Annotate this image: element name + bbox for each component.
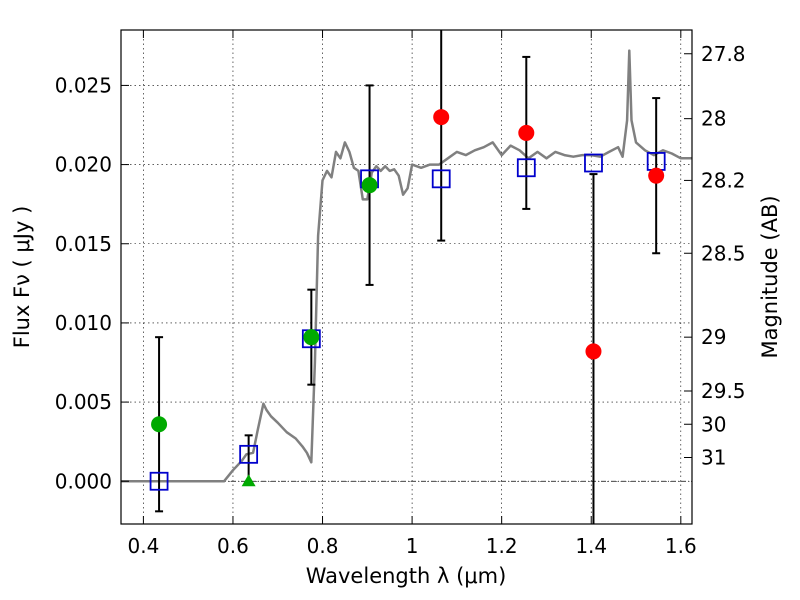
model-photometry-square <box>584 153 603 173</box>
y-tick-label: 0.025 <box>55 73 112 97</box>
y2-tick-label: 30 <box>701 412 726 436</box>
model-spectrum-line <box>121 49 692 483</box>
model-photometry-points <box>149 152 666 491</box>
y2-tick-label: 28.5 <box>701 241 746 265</box>
y-tick-label: 0.020 <box>55 153 112 177</box>
y2-tick-label: 28 <box>701 107 726 131</box>
observed-point-red <box>433 109 450 126</box>
x-tick-label: 0.6 <box>217 534 249 558</box>
y2-tick-label: 29.5 <box>701 379 746 403</box>
x-tick-label: 1.2 <box>486 534 518 558</box>
model-photometry-square <box>516 158 536 178</box>
x-axis-title: Wavelength λ (μm) <box>306 564 507 588</box>
y-tick-label: 0.005 <box>55 390 112 414</box>
y-axis: 0.000 0.005 0.010 0.015 0.020 0.025 <box>55 73 129 493</box>
y-axis-title: Flux Fν ( μJy ) <box>10 206 34 349</box>
error-bars <box>155 30 661 524</box>
y-tick-label: 0.010 <box>55 311 112 335</box>
y2-axis-title: Magnitude (AB) <box>758 195 782 358</box>
model-photometry-square <box>149 471 169 491</box>
x-axis: 0.4 0.6 0.8 1 1.2 1.4 1.6 <box>127 30 697 558</box>
y-tick-label: 0.015 <box>55 232 112 256</box>
observed-point-red <box>518 124 535 141</box>
x-tick-label: 1 <box>406 534 419 558</box>
x-tick-label: 1.6 <box>665 534 697 558</box>
observed-point-red <box>648 167 665 184</box>
observed-point-red <box>585 343 602 360</box>
plot-frame-border <box>120 29 693 525</box>
observed-point-green <box>303 329 320 346</box>
y2-axis: 27.8 28 28.2 28.5 29 29.5 30 31 <box>684 42 746 470</box>
y2-tick-label: 29 <box>701 325 726 349</box>
observed-points <box>151 109 665 487</box>
grid <box>121 30 692 524</box>
y2-tick-label: 27.8 <box>701 42 746 66</box>
plot-frame <box>120 29 693 525</box>
upper-limit-triangle <box>241 474 256 487</box>
y2-tick-label: 28.2 <box>701 168 746 192</box>
y2-tick-label: 31 <box>701 446 726 470</box>
y-tick-label: 0.000 <box>55 469 112 493</box>
x-tick-label: 0.4 <box>127 534 159 558</box>
model-photometry-square <box>239 444 259 464</box>
x-tick-label: 0.8 <box>307 534 339 558</box>
model-spectrum <box>121 49 692 483</box>
observed-point-green <box>151 416 168 433</box>
model-photometry-square <box>431 169 451 189</box>
x-tick-label: 1.4 <box>575 534 607 558</box>
observed-point-green <box>361 177 378 194</box>
